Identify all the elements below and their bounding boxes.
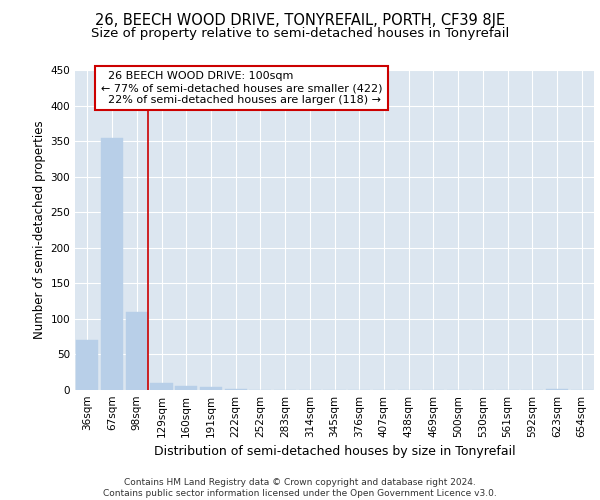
Text: 26, BEECH WOOD DRIVE, TONYREFAIL, PORTH, CF39 8JE: 26, BEECH WOOD DRIVE, TONYREFAIL, PORTH,…	[95, 12, 505, 28]
X-axis label: Distribution of semi-detached houses by size in Tonyrefail: Distribution of semi-detached houses by …	[154, 446, 515, 458]
Text: Contains HM Land Registry data © Crown copyright and database right 2024.
Contai: Contains HM Land Registry data © Crown c…	[103, 478, 497, 498]
Bar	[175, 386, 197, 390]
Bar	[151, 383, 173, 390]
Bar	[546, 388, 568, 390]
Bar	[76, 340, 98, 390]
Text: Size of property relative to semi-detached houses in Tonyrefail: Size of property relative to semi-detach…	[91, 28, 509, 40]
Bar	[224, 388, 247, 390]
Bar	[101, 138, 123, 390]
Text: 26 BEECH WOOD DRIVE: 100sqm
← 77% of semi-detached houses are smaller (422)
  22: 26 BEECH WOOD DRIVE: 100sqm ← 77% of sem…	[101, 72, 382, 104]
Bar	[125, 312, 148, 390]
Bar	[200, 387, 222, 390]
Y-axis label: Number of semi-detached properties: Number of semi-detached properties	[33, 120, 46, 340]
